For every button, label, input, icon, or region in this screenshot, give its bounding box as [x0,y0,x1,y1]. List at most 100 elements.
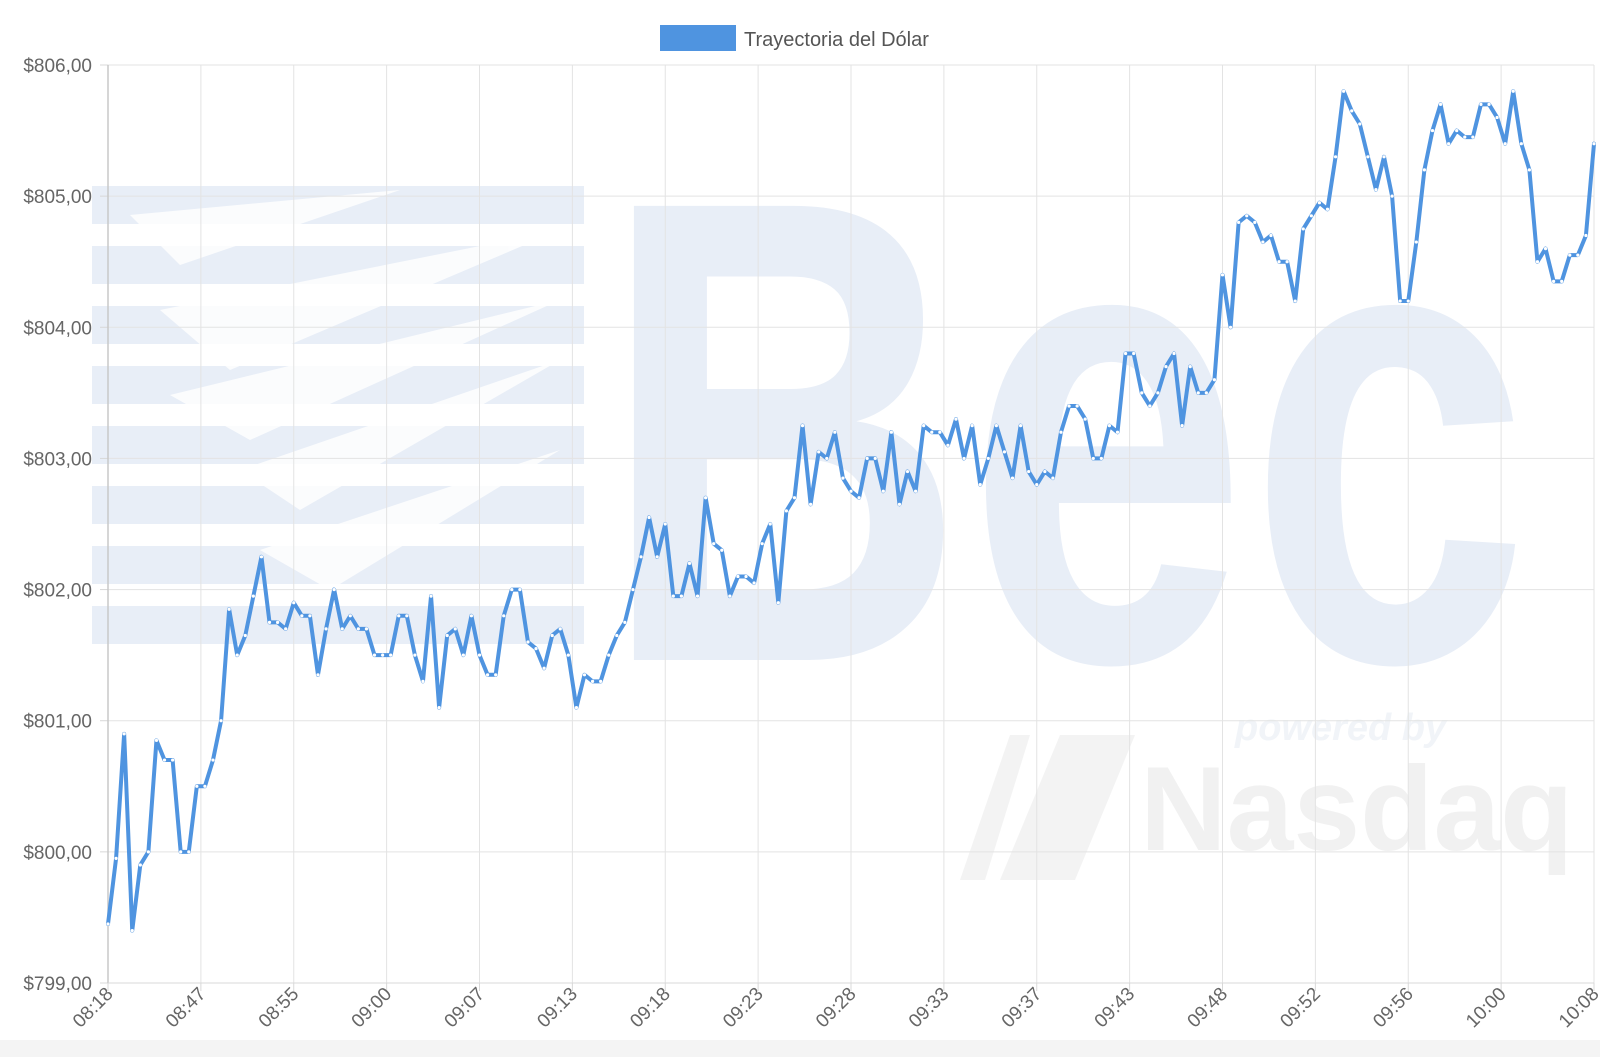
data-point[interactable] [1511,89,1515,93]
data-point[interactable] [526,640,530,644]
data-point[interactable] [1059,430,1063,434]
data-point[interactable] [1204,391,1208,395]
data-point[interactable] [1471,135,1475,139]
data-point[interactable] [179,850,183,854]
data-point[interactable] [655,555,659,559]
data-point[interactable] [1487,102,1491,106]
data-point[interactable] [1398,299,1402,303]
data-point[interactable] [1237,220,1241,224]
data-point[interactable] [1228,325,1233,329]
data-point[interactable] [825,456,829,461]
data-point[interactable] [712,542,716,546]
data-point[interactable] [397,614,401,618]
data-point[interactable] [1115,430,1120,434]
data-point[interactable] [1043,469,1047,474]
data-point[interactable] [1172,351,1176,356]
data-point[interactable] [970,424,974,428]
data-point[interactable] [865,456,869,461]
data-point[interactable] [211,758,215,762]
data-point[interactable] [1261,240,1265,244]
data-point[interactable] [1438,102,1443,106]
data-point[interactable] [1035,483,1039,487]
data-point[interactable] [905,469,910,474]
data-point[interactable] [380,653,385,657]
data-point[interactable] [1430,128,1435,133]
data-point[interactable] [1382,155,1386,159]
data-point[interactable] [760,542,764,546]
data-point[interactable] [1447,142,1451,146]
data-point[interactable] [542,666,546,670]
data-point[interactable] [1293,299,1297,303]
data-point[interactable] [582,673,587,677]
data-point[interactable] [1148,404,1152,408]
data-point[interactable] [187,850,191,854]
data-point[interactable] [671,594,675,598]
data-point[interactable] [679,594,684,598]
data-point[interactable] [1325,207,1330,211]
data-point[interactable] [235,653,239,657]
data-point[interactable] [1107,424,1112,428]
data-point[interactable] [203,784,207,788]
data-point[interactable] [534,646,538,651]
data-point[interactable] [284,627,288,631]
data-point[interactable] [1277,260,1281,264]
data-point[interactable] [889,430,893,434]
data-point[interactable] [1301,227,1305,231]
data-point[interactable] [300,614,304,618]
data-point[interactable] [647,515,651,520]
data-point[interactable] [1253,220,1257,224]
data-point[interactable] [316,673,320,677]
data-point[interactable] [364,627,369,631]
data-point[interactable] [308,614,312,618]
data-point[interactable] [914,489,918,493]
data-point[interactable] [332,587,336,592]
data-point[interactable] [1164,365,1168,369]
data-point[interactable] [639,555,643,559]
data-point[interactable] [1156,391,1160,395]
data-point[interactable] [1519,142,1523,146]
data-point[interactable] [1358,122,1362,126]
data-point[interactable] [114,856,118,861]
data-point[interactable] [1123,351,1128,356]
data-point[interactable] [558,627,562,631]
data-point[interactable] [1002,450,1007,454]
data-point[interactable] [356,627,360,631]
data-point[interactable] [1027,469,1031,474]
legend[interactable]: Trayectoria del Dólar [660,25,929,51]
data-point[interactable] [1099,456,1103,461]
data-point[interactable] [1552,279,1556,283]
data-point[interactable] [251,594,255,598]
data-point[interactable] [429,594,433,598]
data-point[interactable] [1584,233,1588,238]
data-point[interactable] [1309,214,1313,218]
data-point[interactable] [1212,378,1217,382]
data-point[interactable] [348,614,352,618]
data-point[interactable] [421,679,425,683]
data-point[interactable] [752,581,756,585]
data-point[interactable] [962,456,966,461]
data-point[interactable] [227,607,231,611]
data-point[interactable] [243,633,247,638]
data-point[interactable] [881,489,885,493]
data-point[interactable] [154,738,159,742]
data-point[interactable] [720,548,724,552]
data-point[interactable] [146,850,150,854]
data-point[interactable] [1132,351,1136,356]
data-point[interactable] [1051,476,1055,480]
data-point[interactable] [574,706,579,710]
data-point[interactable] [1010,476,1015,480]
data-point[interactable] [768,522,772,526]
data-point[interactable] [405,614,409,618]
data-point[interactable] [171,758,175,762]
data-point[interactable] [623,620,627,624]
data-point[interactable] [1188,365,1192,369]
data-point[interactable] [122,732,126,736]
data-point[interactable] [744,574,748,579]
data-point[interactable] [1019,424,1023,428]
data-point[interactable] [1317,201,1322,205]
data-point[interactable] [849,489,853,493]
data-point[interactable] [1543,247,1548,251]
data-point[interactable] [800,424,805,428]
data-point[interactable] [1390,194,1394,198]
data-point[interactable] [502,614,506,618]
